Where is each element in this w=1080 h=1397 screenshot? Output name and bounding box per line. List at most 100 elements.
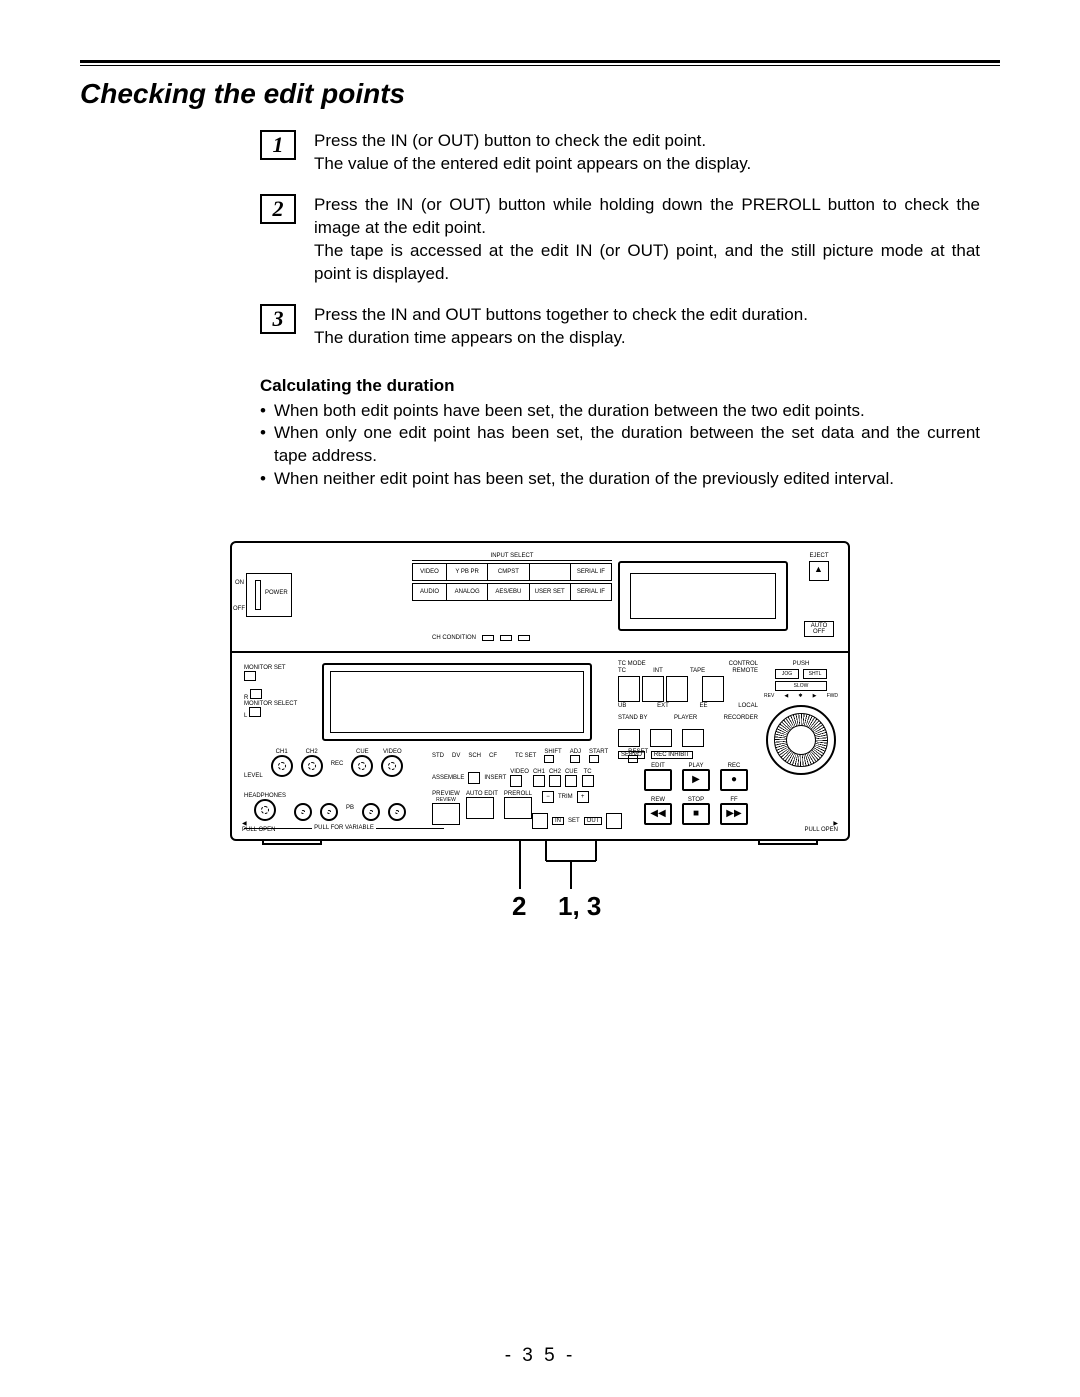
button-icon	[549, 775, 561, 787]
bullet-item: When both edit points have been set, the…	[260, 400, 980, 423]
knob-icon	[351, 755, 373, 777]
callout-lines-icon	[230, 841, 850, 901]
section-rule	[80, 60, 1000, 66]
step-line: The tape is accessed at the edit IN (or …	[314, 240, 980, 286]
pull-open-left: ◀PULL OPEN	[242, 820, 275, 833]
step-line: The value of the entered edit point appe…	[314, 153, 980, 176]
cell: AES/EBU	[488, 584, 529, 600]
row: JOG SHTL	[764, 669, 838, 679]
line-icon	[376, 828, 444, 829]
cell: SERIAL IF	[571, 564, 611, 580]
label: CF	[489, 753, 497, 759]
col: PREVIEW REVIEW	[432, 791, 460, 825]
step-2: 2 Press the IN (or OUT) button while hol…	[260, 194, 980, 286]
label: PB	[346, 805, 354, 811]
row: TC INT TAPE REMOTE	[618, 668, 758, 674]
button-icon	[510, 775, 522, 787]
knob-col: VIDEO	[381, 749, 403, 779]
button-icon	[468, 772, 480, 784]
knob-col: CUE	[351, 749, 373, 779]
button-icon	[533, 775, 545, 787]
label: PULL FOR VARIABLE	[314, 825, 374, 831]
step-number: 2	[260, 194, 296, 224]
label: PULL OPEN	[805, 827, 838, 833]
label: TRIM	[558, 794, 573, 800]
eject-button-icon	[809, 561, 829, 581]
label: VIDEO	[510, 769, 529, 775]
knob-col: CH2	[301, 749, 323, 779]
cell	[530, 564, 571, 580]
col: REC ●	[720, 763, 748, 791]
ff-button-icon: ▶▶	[720, 803, 748, 825]
sub-title: Calculating the duration	[260, 376, 980, 396]
step-number: 1	[260, 130, 296, 160]
col: TC	[582, 769, 594, 787]
col: VIDEO	[510, 769, 529, 787]
rew-button-icon: ◀◀	[644, 803, 672, 825]
label: ADJ	[570, 749, 581, 755]
col: SHIFT	[544, 749, 561, 763]
steps-list: 1 Press the IN (or OUT) button to check …	[260, 130, 980, 350]
label: POWER	[265, 590, 288, 596]
step-3: 3 Press the IN and OUT buttons together …	[260, 304, 980, 350]
step-line: The duration time appears on the display…	[314, 327, 980, 350]
plus-button-icon: +	[577, 791, 589, 803]
button-icon	[504, 797, 532, 819]
step-number: 3	[260, 304, 296, 334]
cell: Y PB PR	[447, 564, 488, 580]
cell: ANALOG	[447, 584, 488, 600]
row: REV ◀ ✱ ▶ FWD	[764, 693, 838, 699]
device-panel: ON POWER OFF INPUT SELECT VIDEO Y PB PR …	[230, 541, 850, 841]
bullet-list: When both edit points have been set, the…	[260, 400, 980, 492]
label: R	[244, 689, 304, 701]
ch-condition: CH CONDITION	[432, 635, 530, 641]
cassette-slot	[618, 561, 788, 631]
label: UB	[618, 703, 626, 709]
sub-section: Calculating the duration When both edit …	[260, 376, 980, 492]
knob-icon	[271, 755, 293, 777]
label: STAND BY	[618, 715, 648, 721]
label: CONTROL	[729, 661, 758, 667]
right-cluster: TC MODE CONTROL TC INT TAPE REMOTE	[618, 661, 758, 759]
col: EDIT	[644, 763, 672, 791]
label: EXT	[657, 703, 669, 709]
knob-icon	[388, 803, 406, 821]
label: TC	[582, 769, 594, 775]
in-button-icon	[532, 813, 548, 829]
label: TC	[618, 668, 626, 674]
row	[618, 729, 758, 747]
button-icon	[650, 729, 672, 747]
button-icon	[618, 729, 640, 747]
button-icon	[618, 676, 640, 702]
label: EE	[700, 703, 708, 709]
button-icon	[466, 797, 494, 819]
label: START	[589, 749, 608, 755]
label: PULL OPEN	[242, 827, 275, 833]
col: AUTO EDIT	[466, 791, 498, 819]
callout-label: 2	[512, 891, 526, 922]
input-select: INPUT SELECT VIDEO Y PB PR CMPST SERIAL …	[412, 553, 612, 601]
spacer	[690, 676, 700, 702]
label: CH CONDITION	[432, 635, 476, 641]
label: PREROLL	[504, 791, 532, 797]
col: PLAY ▶	[682, 763, 710, 791]
play-button-icon: ▶	[682, 769, 710, 791]
section-title: Checking the edit points	[80, 78, 1000, 110]
device-bottom: MONITOR SET R MONITOR SELECT L STD DV SC…	[232, 653, 848, 839]
knob-icon	[320, 803, 338, 821]
step-body: Press the IN and OUT buttons together to…	[314, 304, 980, 350]
label: OUT	[584, 817, 603, 825]
label: INSERT	[484, 775, 506, 781]
step-1: 1 Press the IN (or OUT) button to check …	[260, 130, 980, 176]
label: ON	[235, 580, 244, 586]
switch-icon	[255, 580, 261, 610]
label: SERVO	[618, 751, 645, 759]
col: START	[589, 749, 608, 763]
label: IN	[552, 817, 564, 825]
row: SERVO REC INHIBIT	[618, 751, 758, 759]
label: INPUT SELECT	[412, 553, 612, 561]
col: STOP ■	[682, 797, 710, 825]
rec-button-icon: ●	[720, 769, 748, 791]
col: CUE	[565, 769, 578, 787]
jog-dial-icon	[766, 705, 836, 775]
